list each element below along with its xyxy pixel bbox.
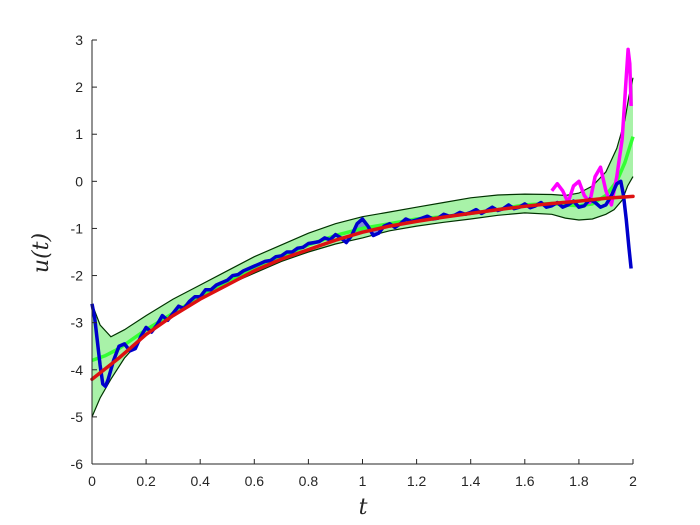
x-tick-label: 1.2	[407, 473, 427, 489]
tick-labels: 0 0.2 0.4 0.6 0.8 1 1.2 1.4 1.6 1.8 2 -6 -5 -4 -3 -2 -1 0…	[71, 32, 638, 489]
x-tick-label: 0.8	[299, 473, 319, 489]
y-tick-label: -6	[71, 456, 84, 472]
x-tick-label: 1.4	[461, 473, 481, 489]
y-tick-label: -1	[71, 220, 84, 236]
y-tick-label: 2	[75, 79, 83, 95]
x-tick-label: 0.6	[245, 473, 265, 489]
x-tick-label: 2	[629, 473, 637, 489]
y-tick-label: 3	[75, 32, 83, 48]
y-tick-label: -5	[71, 409, 84, 425]
y-tick-label: -2	[71, 268, 84, 284]
axes	[91, 39, 634, 465]
y-axis-label: u(t)	[29, 233, 54, 273]
band-upper-edge	[91, 77, 634, 338]
series-green-line	[91, 136, 635, 363]
x-tick-label: 1.6	[515, 473, 535, 489]
x-tick-label: 0	[88, 473, 96, 489]
confidence-band	[92, 77, 633, 417]
x-tick-label: 1.8	[569, 473, 589, 489]
y-tick-label: -4	[71, 362, 84, 378]
x-tick-label: 0.4	[190, 473, 210, 489]
series-red-line	[90, 194, 635, 381]
plot-area	[90, 47, 635, 418]
x-tick-label: 0.2	[136, 473, 156, 489]
y-tick-label: -3	[71, 315, 84, 331]
x-axis-label: t	[359, 495, 368, 520]
y-tick-label: 1	[75, 126, 83, 142]
x-tick-label: 1	[359, 473, 367, 489]
y-tick-label: 0	[75, 173, 83, 189]
